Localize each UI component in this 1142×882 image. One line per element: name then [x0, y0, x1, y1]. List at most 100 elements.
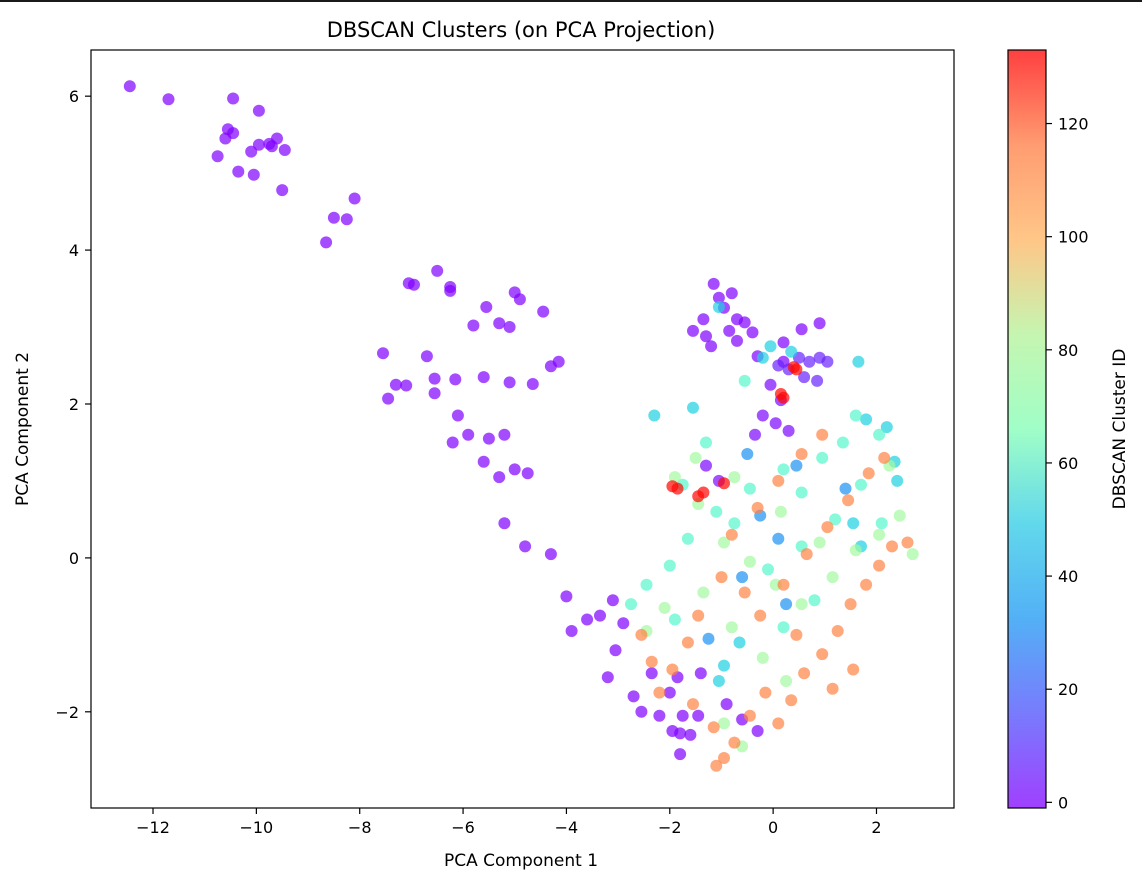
scatter-point: [702, 632, 715, 645]
scatter-point: [707, 277, 720, 290]
scatter-point: [764, 378, 777, 391]
scatter-point: [720, 698, 733, 711]
scatter-point: [813, 317, 826, 330]
scatter-point: [849, 409, 862, 422]
scatter-point: [772, 474, 785, 487]
scatter-point: [245, 145, 258, 158]
scatter-point: [893, 509, 906, 522]
scatter-point: [756, 351, 769, 364]
scatter-point: [798, 371, 811, 384]
scatter-point: [839, 482, 852, 495]
scatter-point: [769, 417, 782, 430]
scatter-point: [278, 144, 291, 156]
scatter-point: [692, 709, 705, 722]
scatter-point: [671, 482, 684, 495]
scatter-point: [408, 278, 420, 291]
scatter-point: [276, 184, 289, 197]
scatter-point: [648, 409, 661, 422]
scatter-point: [382, 392, 395, 405]
scatter-point: [232, 165, 245, 178]
x-axis-label: PCA Component 1: [444, 851, 598, 871]
x-tick-label: 0: [768, 818, 778, 837]
scatter-point: [526, 378, 539, 390]
scatter-point: [162, 93, 175, 106]
scatter-point: [875, 517, 888, 530]
scatter-point: [668, 471, 681, 484]
x-tick-label: −6: [451, 818, 475, 837]
x-tick-label: −12: [136, 818, 170, 837]
scatter-point: [790, 628, 803, 641]
scatter-point: [658, 601, 671, 614]
scatter-point: [746, 326, 759, 339]
scatter-point: [627, 690, 640, 703]
scatter-point: [565, 625, 578, 637]
scatter-point: [581, 613, 594, 626]
y-axis: −2 0 2 4 6: [55, 87, 91, 722]
scatter-point: [743, 482, 756, 495]
scatter-point: [816, 648, 829, 661]
scatter-point: [790, 459, 803, 472]
scatter-point: [821, 521, 834, 534]
scatter-point: [692, 609, 705, 622]
scatter-point: [340, 213, 353, 226]
scatter-point: [772, 532, 785, 545]
scatter-point: [493, 317, 506, 330]
scatter-point: [718, 717, 730, 730]
scatter-point: [777, 621, 790, 634]
scatter-point: [663, 559, 676, 572]
scatter-point: [123, 80, 136, 93]
colorbar-tick-label: 40: [1058, 567, 1078, 586]
scatter-point: [462, 428, 475, 441]
scatter-point: [728, 517, 741, 530]
scatter-point: [772, 717, 785, 730]
scatter-point: [477, 371, 490, 384]
scatter-point: [718, 752, 730, 764]
scatter-point: [508, 463, 521, 476]
scatter-point: [774, 505, 787, 518]
scatter-point: [754, 609, 767, 622]
scatter-point: [265, 140, 278, 153]
scatter-point: [733, 636, 746, 649]
colorbar-tick-label: 20: [1058, 680, 1078, 699]
scatter-point: [377, 347, 389, 360]
scatter-point: [498, 517, 511, 530]
scatter-point: [847, 663, 860, 676]
scatter-point: [676, 709, 689, 722]
x-tick-label: 2: [871, 818, 881, 837]
scatter-point: [700, 330, 712, 343]
scatter-point: [694, 667, 707, 680]
scatter-point: [594, 609, 606, 622]
colorbar: [1007, 49, 1047, 809]
y-tick-label: 2: [69, 395, 79, 414]
scatter-point: [728, 736, 741, 749]
scatter-point: [725, 287, 738, 300]
x-tick-label: −10: [239, 818, 273, 837]
scatter-point: [731, 334, 743, 347]
colorbar-tick-label: 60: [1058, 454, 1078, 473]
scatter-point: [743, 555, 756, 568]
y-tick-label: 6: [69, 87, 79, 106]
scatter-point: [780, 675, 793, 687]
scatter-point: [862, 467, 875, 480]
scatter-point: [211, 150, 224, 163]
scatter-point: [687, 401, 699, 414]
scatter-point: [718, 659, 730, 672]
scatter-point: [513, 293, 526, 306]
scatter-point: [503, 321, 516, 333]
y-tick-label: 4: [69, 241, 79, 260]
scatter-point: [635, 705, 648, 718]
scatter-point: [785, 345, 798, 358]
scatter-point: [389, 378, 402, 391]
scatter-point: [697, 313, 710, 326]
scatter-point: [759, 686, 772, 699]
scatter-point: [728, 471, 741, 484]
scatter-point: [831, 625, 844, 637]
scatter-point: [795, 486, 808, 499]
scatter-point: [790, 363, 803, 376]
scatter-point: [743, 709, 756, 722]
scatter-point: [710, 505, 723, 518]
scatter-point: [836, 436, 849, 449]
scatter-point: [712, 301, 725, 313]
scatter-point: [617, 617, 630, 630]
scatter-point: [674, 748, 687, 761]
